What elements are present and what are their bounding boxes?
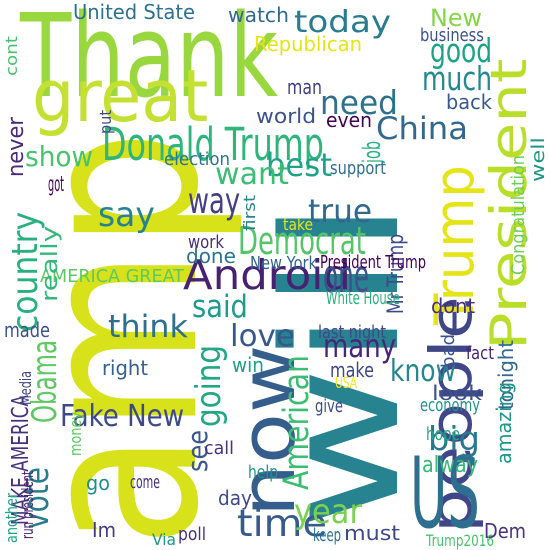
word-back: back (446, 90, 492, 114)
word-china: China (376, 111, 468, 147)
word-right: right (102, 356, 149, 380)
word-come: come (130, 472, 161, 493)
word-business: business (420, 25, 484, 46)
word-keep: keep (313, 525, 341, 546)
word-time: time (237, 502, 327, 545)
word-amazing: amazing (492, 381, 516, 464)
word-first: first (240, 194, 259, 231)
word-today: today (294, 5, 392, 40)
word-congratulation: Congratulation (508, 154, 529, 275)
word-many: many (323, 327, 397, 365)
word-support: support (330, 158, 386, 179)
word-go: go (86, 471, 110, 495)
word-think: think (108, 309, 188, 345)
word-democrat: Democrat (238, 219, 366, 263)
word-big: big (428, 419, 480, 458)
word-best: best (266, 146, 333, 184)
word-new: New (430, 4, 483, 32)
word-american: American (277, 355, 317, 490)
word-world: world (256, 104, 317, 128)
word-said: said (192, 289, 248, 325)
word-android: Android (183, 251, 351, 299)
word-alway: alway (422, 453, 479, 478)
word-year: year (294, 492, 363, 532)
word-fact: fact (466, 343, 494, 364)
word-united-state: United State (73, 0, 196, 24)
word-got: got (48, 172, 64, 197)
word-republican: Republican (254, 32, 362, 56)
word-us: US (410, 437, 480, 550)
word-via: Via (152, 530, 177, 549)
word-want: want (215, 157, 289, 192)
word-usa: USA (335, 373, 357, 392)
word-give: give (315, 396, 344, 417)
word-economy: economy (420, 395, 480, 416)
word-dont: dont (431, 294, 476, 318)
word-bad: bad (438, 333, 459, 368)
word-really: really (38, 225, 63, 302)
word-one: one (323, 249, 370, 303)
word-going: going (189, 344, 229, 427)
word-well: well (528, 137, 549, 182)
word-look: look (432, 381, 483, 405)
word-help: help (248, 462, 279, 483)
word-money: money (66, 412, 85, 456)
word-donald-trump: Donald Trump (102, 118, 324, 171)
word-way: way (188, 181, 241, 222)
word-call: call (204, 438, 234, 459)
word-im: Im (92, 518, 116, 542)
word-put: put (96, 109, 115, 134)
word-great: great (32, 54, 209, 138)
word-dem: Dem (484, 519, 526, 543)
word-fake-new: Fake New (60, 399, 185, 434)
word-take: take (283, 215, 314, 234)
word-election: election (164, 149, 231, 170)
word-run-president: run president (18, 471, 37, 539)
word-president-trump: President Trump (320, 252, 427, 273)
word-new-york: New York (250, 253, 318, 274)
word-need: need (320, 83, 398, 122)
word-poll: poll (178, 524, 207, 545)
word-win: win (232, 353, 264, 377)
word-good: good (430, 31, 493, 70)
word-trump2016: Trump2016 (426, 531, 495, 550)
word-done: done (186, 244, 236, 268)
word-last-night: last night (318, 322, 387, 343)
word-man: man (287, 75, 323, 99)
word-much: much (422, 59, 493, 98)
word-watch: watch (228, 3, 289, 27)
word-even: even (326, 108, 372, 132)
word-hope: hope (426, 424, 460, 445)
word-white-house: White House (326, 288, 400, 309)
word-day: day (218, 486, 253, 510)
word-show: show (25, 140, 94, 173)
word-america-great: AMERICA GREAT (40, 266, 184, 287)
word-make: make (330, 358, 374, 382)
word-thank: Thank (20, 0, 279, 124)
word-true: true (308, 192, 373, 230)
word-work: work (188, 232, 224, 253)
word-say: say (98, 195, 155, 235)
word-must: must (344, 521, 401, 545)
word-made: made (4, 318, 50, 342)
word-never: never (4, 117, 29, 177)
word-media: Media (16, 370, 35, 405)
word-cont: cont (2, 36, 21, 76)
word-know: know (390, 354, 457, 389)
word-love: love (230, 319, 295, 354)
